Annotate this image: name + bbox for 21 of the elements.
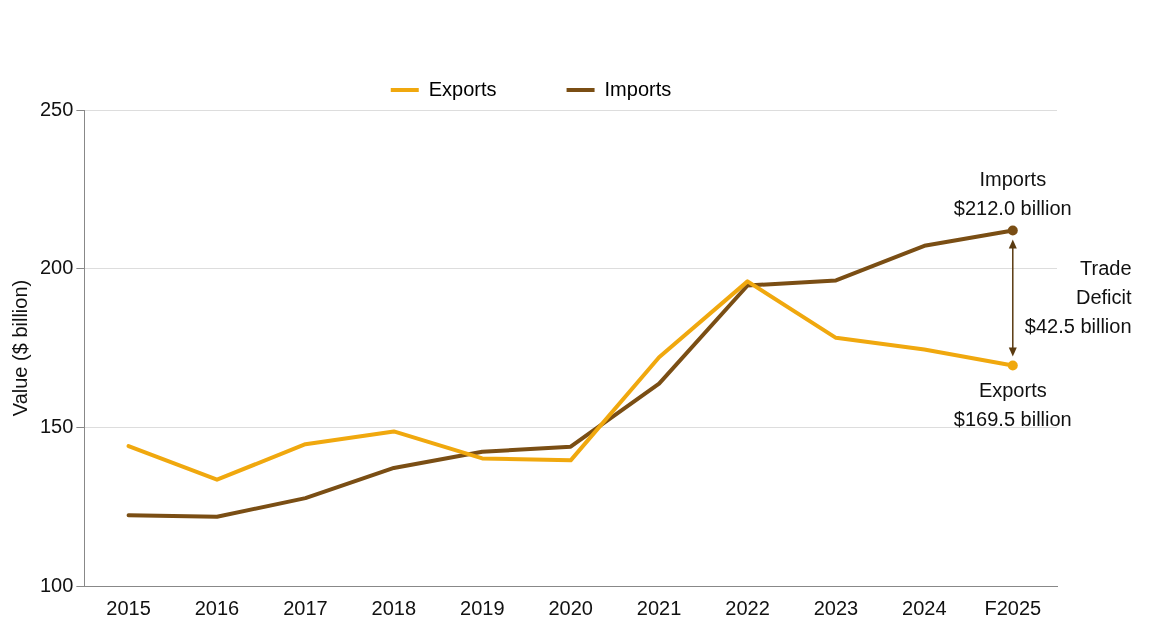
- x-tick-label: 2020: [548, 596, 593, 619]
- legend-label: Exports: [428, 77, 497, 100]
- x-tick-label: 2024: [902, 596, 947, 619]
- y-axis-title: Value ($ billion): [8, 279, 31, 417]
- x-tick-label: 2021: [636, 596, 682, 619]
- annotation: Trade Deficit $42.5 billion: [1024, 256, 1132, 337]
- x-tick-label: F2025: [984, 596, 1042, 619]
- x-tick-label: 2018: [371, 596, 417, 619]
- legend-label: Imports: [604, 77, 672, 100]
- x-tick-label: 2019: [460, 596, 505, 619]
- annotation: Exports $169.5 billion: [953, 378, 1072, 430]
- x-tick-label: 2017: [283, 596, 328, 619]
- y-tick-label: 250: [39, 97, 74, 120]
- x-tick-label: 2023: [813, 596, 859, 619]
- y-tick-label: 200: [39, 256, 74, 279]
- x-tick-label: 2022: [725, 596, 770, 619]
- annotation: Imports $212.0 billion: [953, 167, 1072, 219]
- y-tick-label: 100: [39, 573, 74, 596]
- x-tick-label: 2015: [106, 596, 151, 619]
- y-tick-label: 150: [39, 414, 74, 437]
- x-tick-label: 2016: [194, 596, 240, 619]
